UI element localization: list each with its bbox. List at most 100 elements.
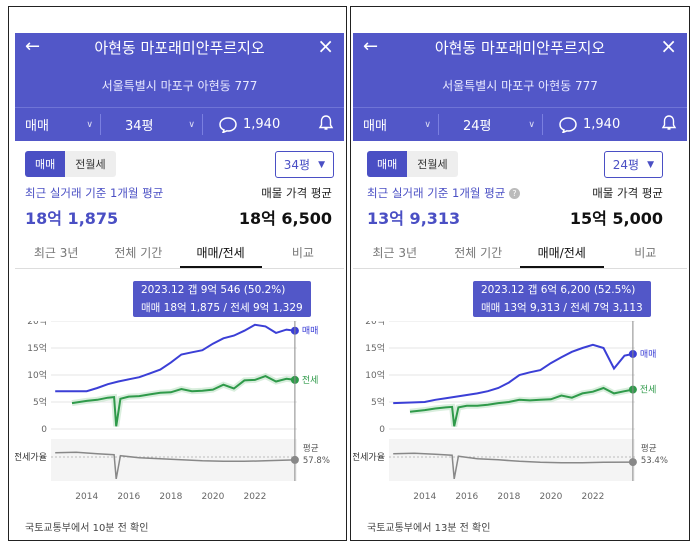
avg-value: 13억 9,313 bbox=[367, 209, 461, 228]
ratio-label: 전세가율 bbox=[353, 452, 385, 463]
x-tick-label: 2018 bbox=[159, 492, 182, 502]
content: 매매 전월세 34평 ▼ 최근 실거래 기준 1개월 평균 18억 1,875 … bbox=[15, 141, 344, 540]
tab-compare[interactable]: 비교 bbox=[634, 246, 657, 260]
back-arrow-icon[interactable]: ← bbox=[25, 36, 41, 57]
period-tabs: 최근 3년 전체 기간 매매/전세 비교 bbox=[15, 239, 344, 269]
y-tick-label: 5억 bbox=[33, 396, 47, 408]
tab-all-period[interactable]: 전체 기간 bbox=[114, 246, 163, 260]
ratio-avg-label: 평균 bbox=[641, 443, 657, 454]
segment-sale[interactable]: 매매 bbox=[367, 151, 408, 177]
comment-icon bbox=[219, 116, 237, 133]
y-tick-label: 20억 bbox=[365, 321, 385, 327]
asking-value: 15억 5,000 bbox=[569, 209, 663, 228]
tab-recent-3y[interactable]: 최근 3년 bbox=[33, 246, 79, 260]
x-tick-label: 2014 bbox=[413, 492, 436, 502]
ratio-avg-value: 53.4% bbox=[641, 456, 668, 466]
x-tick-label: 2020 bbox=[539, 492, 562, 502]
size-dropdown[interactable]: 34평 ∨ bbox=[101, 108, 203, 141]
header: ← 아현동 마포래미안푸르지오 × 서울특별시 마포구 아현동 777 매매 ∨… bbox=[15, 33, 344, 141]
comments-button[interactable]: 1,940 bbox=[203, 108, 344, 141]
series-label: 전세 bbox=[302, 375, 319, 386]
tab-recent-3y[interactable]: 최근 3년 bbox=[372, 246, 418, 260]
segment-sale[interactable]: 매매 bbox=[25, 151, 66, 177]
size-select-value: 34평 bbox=[283, 158, 311, 172]
header: ← 아현동 마포래미안푸르지오 × 서울특별시 마포구 아현동 777 매매 ∨… bbox=[353, 33, 687, 141]
bell-icon[interactable] bbox=[318, 114, 334, 135]
close-icon[interactable]: × bbox=[317, 34, 334, 58]
chevron-down-icon: ∨ bbox=[188, 119, 195, 130]
series-label: 전세 bbox=[640, 385, 657, 396]
series-line-전세 bbox=[409, 386, 634, 427]
avg-label-text: 최근 실거래 기준 1개월 평균 bbox=[367, 186, 506, 200]
source-footer: 국토교통부에서 13분 전 확인 bbox=[367, 523, 491, 534]
content: 매매 전월세 24평 ▼ 최근 실거래 기준 1개월 평균 ? 13억 9,31… bbox=[353, 141, 687, 540]
x-tick-label: 2018 bbox=[497, 492, 520, 502]
size-dropdown[interactable]: 24평 ∨ bbox=[439, 108, 543, 141]
jeonse-range-band bbox=[71, 372, 296, 427]
x-tick-label: 2016 bbox=[455, 492, 478, 502]
trade-type-label: 매매 bbox=[363, 119, 387, 134]
comment-icon bbox=[559, 116, 577, 133]
filter-bar: 매매 ∨ 24평 ∨ 1,940 bbox=[353, 107, 687, 141]
comment-count: 1,940 bbox=[583, 117, 621, 132]
trade-segment: 매매 전월세 bbox=[367, 151, 458, 177]
y-tick-label: 0 bbox=[41, 425, 47, 435]
asking-value: 18억 6,500 bbox=[238, 209, 332, 228]
y-tick-label: 20억 bbox=[27, 321, 47, 327]
caret-down-icon: ▼ bbox=[647, 159, 654, 170]
info-icon[interactable]: ? bbox=[508, 188, 520, 199]
size-select[interactable]: 24평 ▼ bbox=[603, 151, 663, 178]
source-footer: 국토교통부에서 10분 전 확인 bbox=[25, 523, 149, 534]
tab-compare[interactable]: 비교 bbox=[291, 246, 314, 260]
asking-label: 매물 가격 평균 bbox=[261, 186, 332, 200]
panel-24: ← 아현동 마포래미안푸르지오 × 서울특별시 마포구 아현동 777 매매 ∨… bbox=[350, 6, 690, 541]
bell-icon[interactable] bbox=[661, 114, 677, 135]
series-line-매매 bbox=[55, 323, 296, 393]
x-tick-label: 2014 bbox=[75, 492, 98, 502]
x-tick-label: 2020 bbox=[201, 492, 224, 502]
y-tick-label: 5억 bbox=[371, 396, 385, 408]
comments-button[interactable]: 1,940 bbox=[543, 108, 687, 141]
y-tick-label: 15억 bbox=[27, 342, 47, 354]
avg-label: 최근 실거래 기준 1개월 평균 ? bbox=[367, 185, 520, 201]
asking-label: 매물 가격 평균 bbox=[592, 186, 663, 200]
x-tick-label: 2016 bbox=[117, 492, 140, 502]
series-line-매매 bbox=[393, 343, 634, 405]
series-line-전세가율 bbox=[55, 451, 295, 480]
filter-bar: 매매 ∨ 34평 ∨ 1,940 bbox=[15, 107, 344, 141]
y-tick-label: 15억 bbox=[365, 342, 385, 354]
size-label: 34평 bbox=[125, 119, 154, 134]
chevron-down-icon: ∨ bbox=[86, 119, 93, 130]
chart-tooltip: 2023.12 갭 6억 6,200 (52.5%) 매매 13억 9,313 … bbox=[473, 281, 651, 317]
x-tick-label: 2022 bbox=[581, 492, 604, 502]
y-tick-label: 10억 bbox=[27, 369, 47, 381]
tab-sale-jeonse[interactable]: 매매/전세 bbox=[520, 239, 604, 268]
segment-rent[interactable]: 전월세 bbox=[75, 158, 106, 171]
panel-34: ← 아현동 마포래미안푸르지오 × 서울특별시 마포구 아현동 777 매매 ∨… bbox=[8, 6, 347, 541]
back-arrow-icon[interactable]: ← bbox=[363, 36, 379, 57]
app-screen: ← 아현동 마포래미안푸르지오 × 서울특별시 마포구 아현동 777 매매 ∨… bbox=[15, 33, 344, 540]
tab-sale-jeonse[interactable]: 매매/전세 bbox=[179, 239, 262, 268]
avg-label: 최근 실거래 기준 1개월 평균 bbox=[25, 186, 164, 200]
size-select-value: 24평 bbox=[612, 158, 640, 172]
close-icon[interactable]: × bbox=[660, 34, 677, 58]
address: 서울특별시 마포구 아현동 777 bbox=[101, 79, 258, 93]
tab-all-period[interactable]: 전체 기간 bbox=[454, 246, 503, 260]
series-line-전세가율 bbox=[393, 452, 633, 480]
segment-rent[interactable]: 전월세 bbox=[417, 158, 448, 171]
size-select[interactable]: 34평 ▼ bbox=[274, 151, 334, 178]
y-tick-label: 0 bbox=[379, 425, 385, 435]
ratio-avg-label: 평균 bbox=[303, 443, 319, 454]
app-screen: ← 아현동 마포래미안푸르지오 × 서울특별시 마포구 아현동 777 매매 ∨… bbox=[353, 33, 687, 540]
trade-type-dropdown[interactable]: 매매 ∨ bbox=[353, 108, 439, 141]
page-title: 아현동 마포래미안푸르지오 bbox=[434, 39, 606, 57]
series-label: 매매 bbox=[302, 326, 319, 337]
y-tick-label: 10억 bbox=[365, 369, 385, 381]
series-line-전세 bbox=[71, 375, 296, 427]
trade-type-dropdown[interactable]: 매매 ∨ bbox=[15, 108, 101, 141]
tooltip-line1: 2023.12 갭 6억 6,200 (52.5%) bbox=[481, 284, 636, 296]
period-tabs: 최근 3년 전체 기간 매매/전세 비교 bbox=[353, 239, 687, 269]
x-tick-label: 2022 bbox=[243, 492, 266, 502]
